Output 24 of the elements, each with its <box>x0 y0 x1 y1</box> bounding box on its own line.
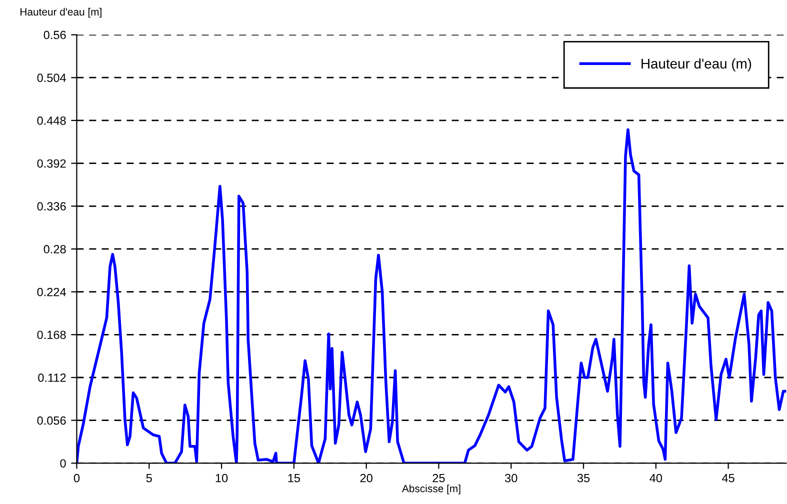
x-tick-label: 30 <box>504 474 518 482</box>
x-tick-label: 25 <box>432 474 445 482</box>
y-tick-label: 0.336 <box>37 202 66 211</box>
x-tick-label: 10 <box>216 474 228 482</box>
x-tick-label: 45 <box>722 474 734 482</box>
x-tick-label: 5 <box>146 474 152 482</box>
y-axis-title: Hauteur d'eau [m] <box>20 8 102 18</box>
x-axis-title: Abscisse [m] <box>402 484 460 494</box>
x-tick-label: 20 <box>360 474 372 482</box>
x-tick-label: 40 <box>650 474 662 482</box>
legend-label: Hauteur d'eau (m) <box>642 58 752 72</box>
y-tick-label: 0.392 <box>37 159 66 168</box>
y-tick-label: 0 <box>60 459 66 468</box>
y-tick-label: 0.504 <box>37 74 66 82</box>
y-tick-label: 0.056 <box>37 416 66 425</box>
y-tick-label: 0.28 <box>44 245 66 254</box>
y-tick-label: 0.224 <box>37 288 66 296</box>
y-tick-label: 0.448 <box>37 116 66 125</box>
x-tick-label: 35 <box>577 474 590 482</box>
y-tick-label: 0.112 <box>38 374 66 382</box>
y-tick-label: 0.168 <box>37 330 66 340</box>
x-tick-label: 15 <box>288 474 300 482</box>
y-tick-label: 0.56 <box>44 30 66 40</box>
x-tick-label: 0 <box>74 474 80 482</box>
